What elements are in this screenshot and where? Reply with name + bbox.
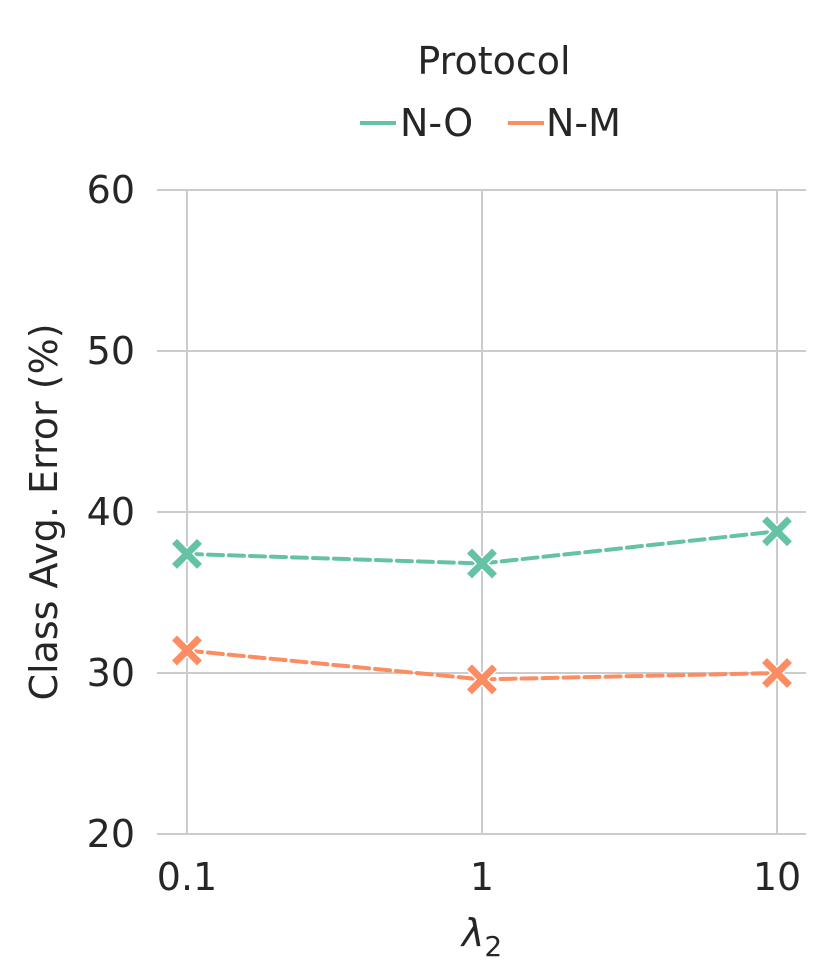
legend-title: Protocol — [417, 39, 570, 83]
x-axis-title: λ2 — [460, 911, 502, 963]
series-N-O — [169, 514, 795, 581]
x-tick-label: 0.1 — [157, 855, 217, 899]
x-axis: 0.1 1 10 — [157, 855, 801, 899]
y-tick-label: 50 — [87, 329, 135, 373]
y-tick-label: 30 — [87, 651, 135, 695]
y-tick-label: 20 — [87, 812, 135, 856]
data-point — [759, 655, 795, 691]
y-tick-label: 60 — [87, 168, 135, 212]
data-point — [464, 546, 500, 581]
series-N-M — [169, 633, 795, 697]
x-tick-label: 10 — [753, 855, 801, 899]
x-tick-label: 1 — [470, 855, 494, 899]
data-point — [169, 536, 205, 571]
data-point — [464, 662, 500, 697]
y-axis-title: Class Avg. Error (%) — [22, 323, 66, 700]
legend-item-N-M: N-M — [508, 101, 621, 145]
series-layer — [169, 514, 795, 697]
x-axis-title-subscript: 2 — [484, 930, 502, 963]
x-axis-title-main: λ — [460, 911, 485, 955]
data-point — [759, 514, 795, 549]
legend-label: N-O — [400, 101, 473, 145]
legend-label: N-M — [546, 101, 621, 145]
data-point — [169, 633, 205, 668]
y-axis: 20 30 40 50 60 — [87, 168, 135, 856]
legend: Protocol N-O N-M — [360, 39, 621, 145]
grid — [157, 189, 806, 835]
legend-items: N-O N-M — [360, 101, 621, 145]
y-tick-label: 40 — [87, 490, 135, 534]
legend-item-N-O: N-O — [360, 101, 473, 145]
